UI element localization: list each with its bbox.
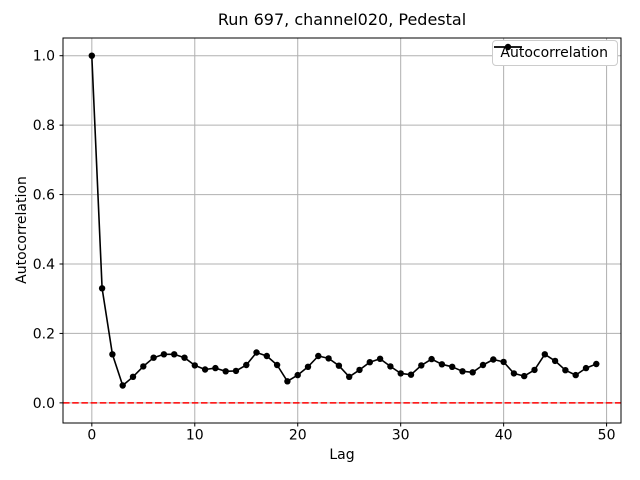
data-point-marker [582, 364, 590, 372]
data-point-marker [253, 349, 260, 356]
data-point-marker [572, 371, 579, 379]
data-point-marker [428, 355, 435, 363]
x-tick-label: 20 [289, 428, 307, 444]
data-point-marker [181, 354, 188, 361]
data-point-marker [335, 362, 343, 369]
data-point-marker [551, 357, 559, 365]
legend-line-marker-icon [494, 43, 523, 51]
data-point-marker [346, 373, 353, 380]
data-point-marker [490, 356, 497, 363]
data-point-marker [284, 378, 291, 385]
data-point-marker [449, 363, 456, 370]
data-point-marker [356, 366, 363, 374]
data-point-marker [88, 52, 96, 59]
x-tick-label: 30 [392, 428, 410, 444]
data-point-marker [407, 371, 415, 378]
data-point-marker [418, 362, 425, 369]
data-point-marker [140, 363, 147, 370]
y-tick-label: 0.4 [33, 257, 55, 273]
data-point-marker [150, 354, 157, 361]
data-point-marker [119, 382, 126, 389]
data-point-marker [160, 351, 168, 358]
data-point-marker [109, 351, 116, 358]
y-tick-label: 0.2 [33, 326, 55, 342]
y-tick-label: 0.6 [33, 188, 55, 204]
data-point-marker [325, 355, 332, 362]
data-point-marker [459, 368, 466, 375]
data-point-marker [562, 367, 569, 374]
x-tick-label: 50 [598, 428, 616, 444]
data-point-marker [304, 363, 312, 370]
data-point-marker [531, 366, 538, 374]
data-point-marker [98, 285, 106, 292]
data-point-marker [387, 363, 394, 370]
data-point-marker [273, 361, 281, 369]
data-point-marker [541, 351, 548, 358]
data-point-marker [376, 355, 384, 362]
data-point-marker [479, 361, 487, 369]
data-point-marker [212, 364, 219, 372]
data-point-marker [510, 370, 518, 377]
legend: Autocorrelation [492, 40, 618, 66]
data-point-marker [243, 361, 250, 369]
data-point-marker [315, 352, 322, 360]
axes-frame [62, 37, 622, 424]
x-tick-label: 40 [495, 428, 513, 444]
legend-entry-label: Autocorrelation [500, 45, 608, 61]
data-point-marker [201, 366, 209, 373]
x-tick-label: 0 [87, 428, 96, 444]
chart-title: Run 697, channel020, Pedestal [217, 10, 467, 29]
data-point-marker [397, 370, 404, 377]
data-point-marker [263, 352, 270, 360]
y-tick-label: 1.0 [33, 49, 55, 65]
data-point-marker [593, 360, 600, 368]
x-tick-label: 10 [186, 428, 204, 444]
data-point-marker [232, 367, 240, 375]
data-point-marker [521, 372, 528, 380]
autocorrelation-line [91, 55, 597, 387]
data-point-marker [191, 362, 198, 369]
data-point-marker [171, 351, 178, 358]
data-point-marker [129, 373, 137, 380]
data-point-marker [222, 368, 229, 375]
data-point-marker [366, 359, 373, 366]
y-tick-label: 0.0 [33, 396, 55, 412]
y-tick-label: 0.8 [33, 118, 55, 134]
data-point-marker [469, 369, 476, 376]
y-axis-label: Autocorrelation [14, 176, 30, 284]
data-point-marker [294, 371, 301, 379]
x-axis-label: Lag [329, 447, 355, 463]
data-point-marker [438, 361, 446, 368]
data-point-marker [500, 358, 507, 366]
